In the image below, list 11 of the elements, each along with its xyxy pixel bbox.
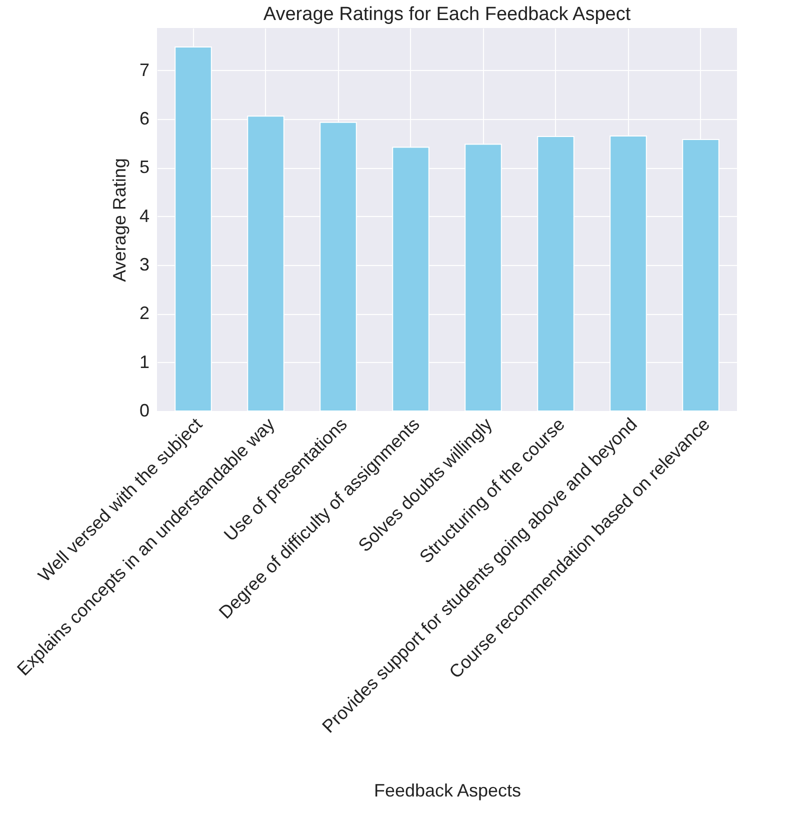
y-tick-label: 1 (139, 352, 150, 372)
y-tick-label: 3 (139, 254, 150, 275)
y-tick-label: 6 (139, 108, 150, 129)
chart-title: Average Ratings for Each Feedback Aspect (263, 4, 632, 25)
y-tick-label: 0 (139, 400, 150, 420)
y-tick-label: 7 (139, 60, 150, 80)
y-tick-label: 2 (139, 303, 150, 324)
y-tick-label: 5 (139, 157, 150, 178)
y-tick-label: 4 (139, 206, 150, 226)
x-axis-title: Feedback Aspects (374, 780, 522, 800)
y-axis-title: Average Rating (109, 158, 130, 282)
